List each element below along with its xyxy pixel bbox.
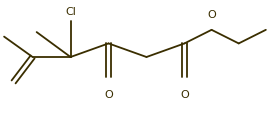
Text: O: O [104, 89, 113, 99]
Text: Cl: Cl [65, 7, 76, 17]
Text: O: O [180, 89, 189, 99]
Text: O: O [208, 9, 216, 19]
